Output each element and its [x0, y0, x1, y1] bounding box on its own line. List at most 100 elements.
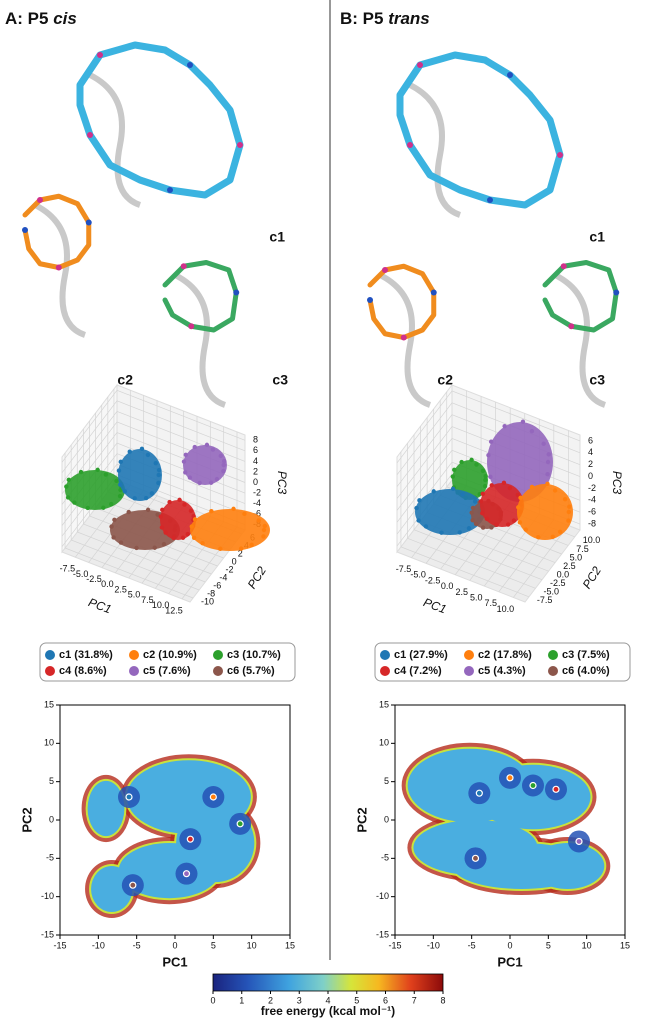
- y-tick-label: -5: [46, 853, 54, 863]
- cluster-point: [181, 459, 187, 464]
- atom: [97, 52, 103, 58]
- cluster-point: [118, 540, 124, 545]
- grid-line: [400, 451, 530, 598]
- legend-swatch: [129, 666, 139, 676]
- cluster-point: [192, 517, 198, 522]
- cluster-point: [423, 524, 429, 529]
- cluster-point: [177, 497, 182, 503]
- x-tick-label: 7.5: [485, 598, 498, 608]
- cluster-point: [452, 467, 457, 473]
- legend-label: c1 (31.8%): [59, 649, 113, 661]
- cluster-point: [200, 540, 205, 546]
- z-tick-label: 0: [253, 477, 258, 487]
- grid-line: [61, 474, 246, 547]
- cluster-point: [536, 534, 541, 540]
- cluster-point: [64, 484, 69, 489]
- title-prefix: A: P5: [5, 9, 53, 28]
- colorbar-tick-label: 7: [412, 995, 417, 1005]
- cluster-point: [470, 517, 475, 523]
- cluster-center: [475, 789, 483, 797]
- x-axis-label: PC1: [162, 954, 187, 969]
- cluster-point: [545, 481, 550, 487]
- legend-label: c6 (5.7%): [227, 665, 275, 677]
- y-tick-label: 7.5: [576, 544, 589, 554]
- cluster-point: [501, 480, 507, 486]
- atom: [487, 197, 493, 203]
- y-tick-label: 2: [238, 548, 243, 558]
- grid-line: [61, 400, 246, 474]
- legend-swatch: [380, 666, 390, 676]
- atom: [237, 142, 243, 148]
- y-tick-label: 0.0: [557, 570, 570, 580]
- y-tick-label: 15: [379, 699, 389, 709]
- cluster-point: [483, 473, 488, 479]
- energy-region: [530, 843, 605, 889]
- cluster-center: [129, 881, 137, 889]
- cluster-point: [486, 453, 491, 458]
- cluster-point: [153, 460, 158, 466]
- cluster-point: [261, 534, 266, 539]
- x-tick-label: 0.0: [441, 581, 454, 591]
- legend-box: [39, 642, 296, 682]
- atom: [87, 132, 93, 138]
- cluster-point: [480, 491, 485, 497]
- atom: [417, 62, 423, 68]
- cluster-point: [480, 525, 486, 530]
- cluster-center: [125, 793, 133, 801]
- y-tick-label: 15: [44, 699, 54, 709]
- cluster-point: [116, 468, 122, 473]
- x-tick-label: 5.0: [470, 592, 483, 602]
- cluster-point: [480, 510, 485, 516]
- cluster-point: [529, 429, 535, 434]
- cluster-point: [149, 491, 155, 496]
- y-tick-label: -5: [381, 853, 389, 863]
- conformation-label: c3: [589, 372, 605, 388]
- grid-line: [61, 389, 246, 463]
- grid-line: [76, 437, 206, 583]
- molecule: [542, 260, 619, 333]
- panel-title: A: P5 cis: [5, 9, 77, 28]
- cluster-point: [114, 478, 119, 484]
- cluster-point: [473, 521, 479, 526]
- cluster-point: [139, 446, 145, 452]
- x-tick-label: -15: [388, 940, 401, 950]
- cluster-point: [126, 509, 131, 515]
- molecule: [367, 263, 437, 340]
- atom: [613, 289, 620, 296]
- legend-label: c2 (17.8%): [478, 649, 532, 661]
- cluster-point: [494, 522, 499, 527]
- cluster-point: [191, 535, 197, 540]
- colorbar-tick-label: 2: [268, 995, 273, 1005]
- conformation-label: c1: [589, 229, 605, 245]
- cluster-point: [208, 480, 214, 485]
- x-tick-label: -2.5: [425, 575, 441, 585]
- cluster-point: [515, 492, 520, 498]
- cluster-point: [523, 527, 528, 532]
- cluster-point: [214, 476, 220, 482]
- x-tick-label: -10: [427, 940, 440, 950]
- colorbar-tick-label: 3: [297, 995, 302, 1005]
- cluster-point: [517, 520, 523, 525]
- y-axis-label: PC2: [580, 564, 604, 591]
- cluster-point: [118, 482, 123, 487]
- cluster-point: [507, 485, 513, 491]
- title-italic: cis: [53, 9, 77, 28]
- cluster-point: [160, 507, 165, 513]
- x-tick-label: 10: [247, 940, 257, 950]
- colorbar-tick-label: 8: [440, 995, 445, 1005]
- cluster-point: [450, 486, 456, 492]
- cluster-point: [159, 525, 165, 530]
- atom: [560, 263, 567, 270]
- cluster-point: [185, 531, 190, 537]
- cluster-point: [180, 535, 186, 540]
- colorbar-label: free energy (kcal mol⁻¹): [261, 1004, 395, 1018]
- legend-swatch: [45, 666, 55, 676]
- y-tick-label: 5: [384, 776, 389, 786]
- cluster-point: [145, 507, 151, 513]
- x-tick-label: 2.5: [114, 584, 127, 594]
- x-tick-label: 10: [582, 940, 592, 950]
- colorbar-tick-label: 1: [239, 995, 244, 1005]
- title-italic: trans: [388, 9, 430, 28]
- cluster-point: [163, 530, 168, 535]
